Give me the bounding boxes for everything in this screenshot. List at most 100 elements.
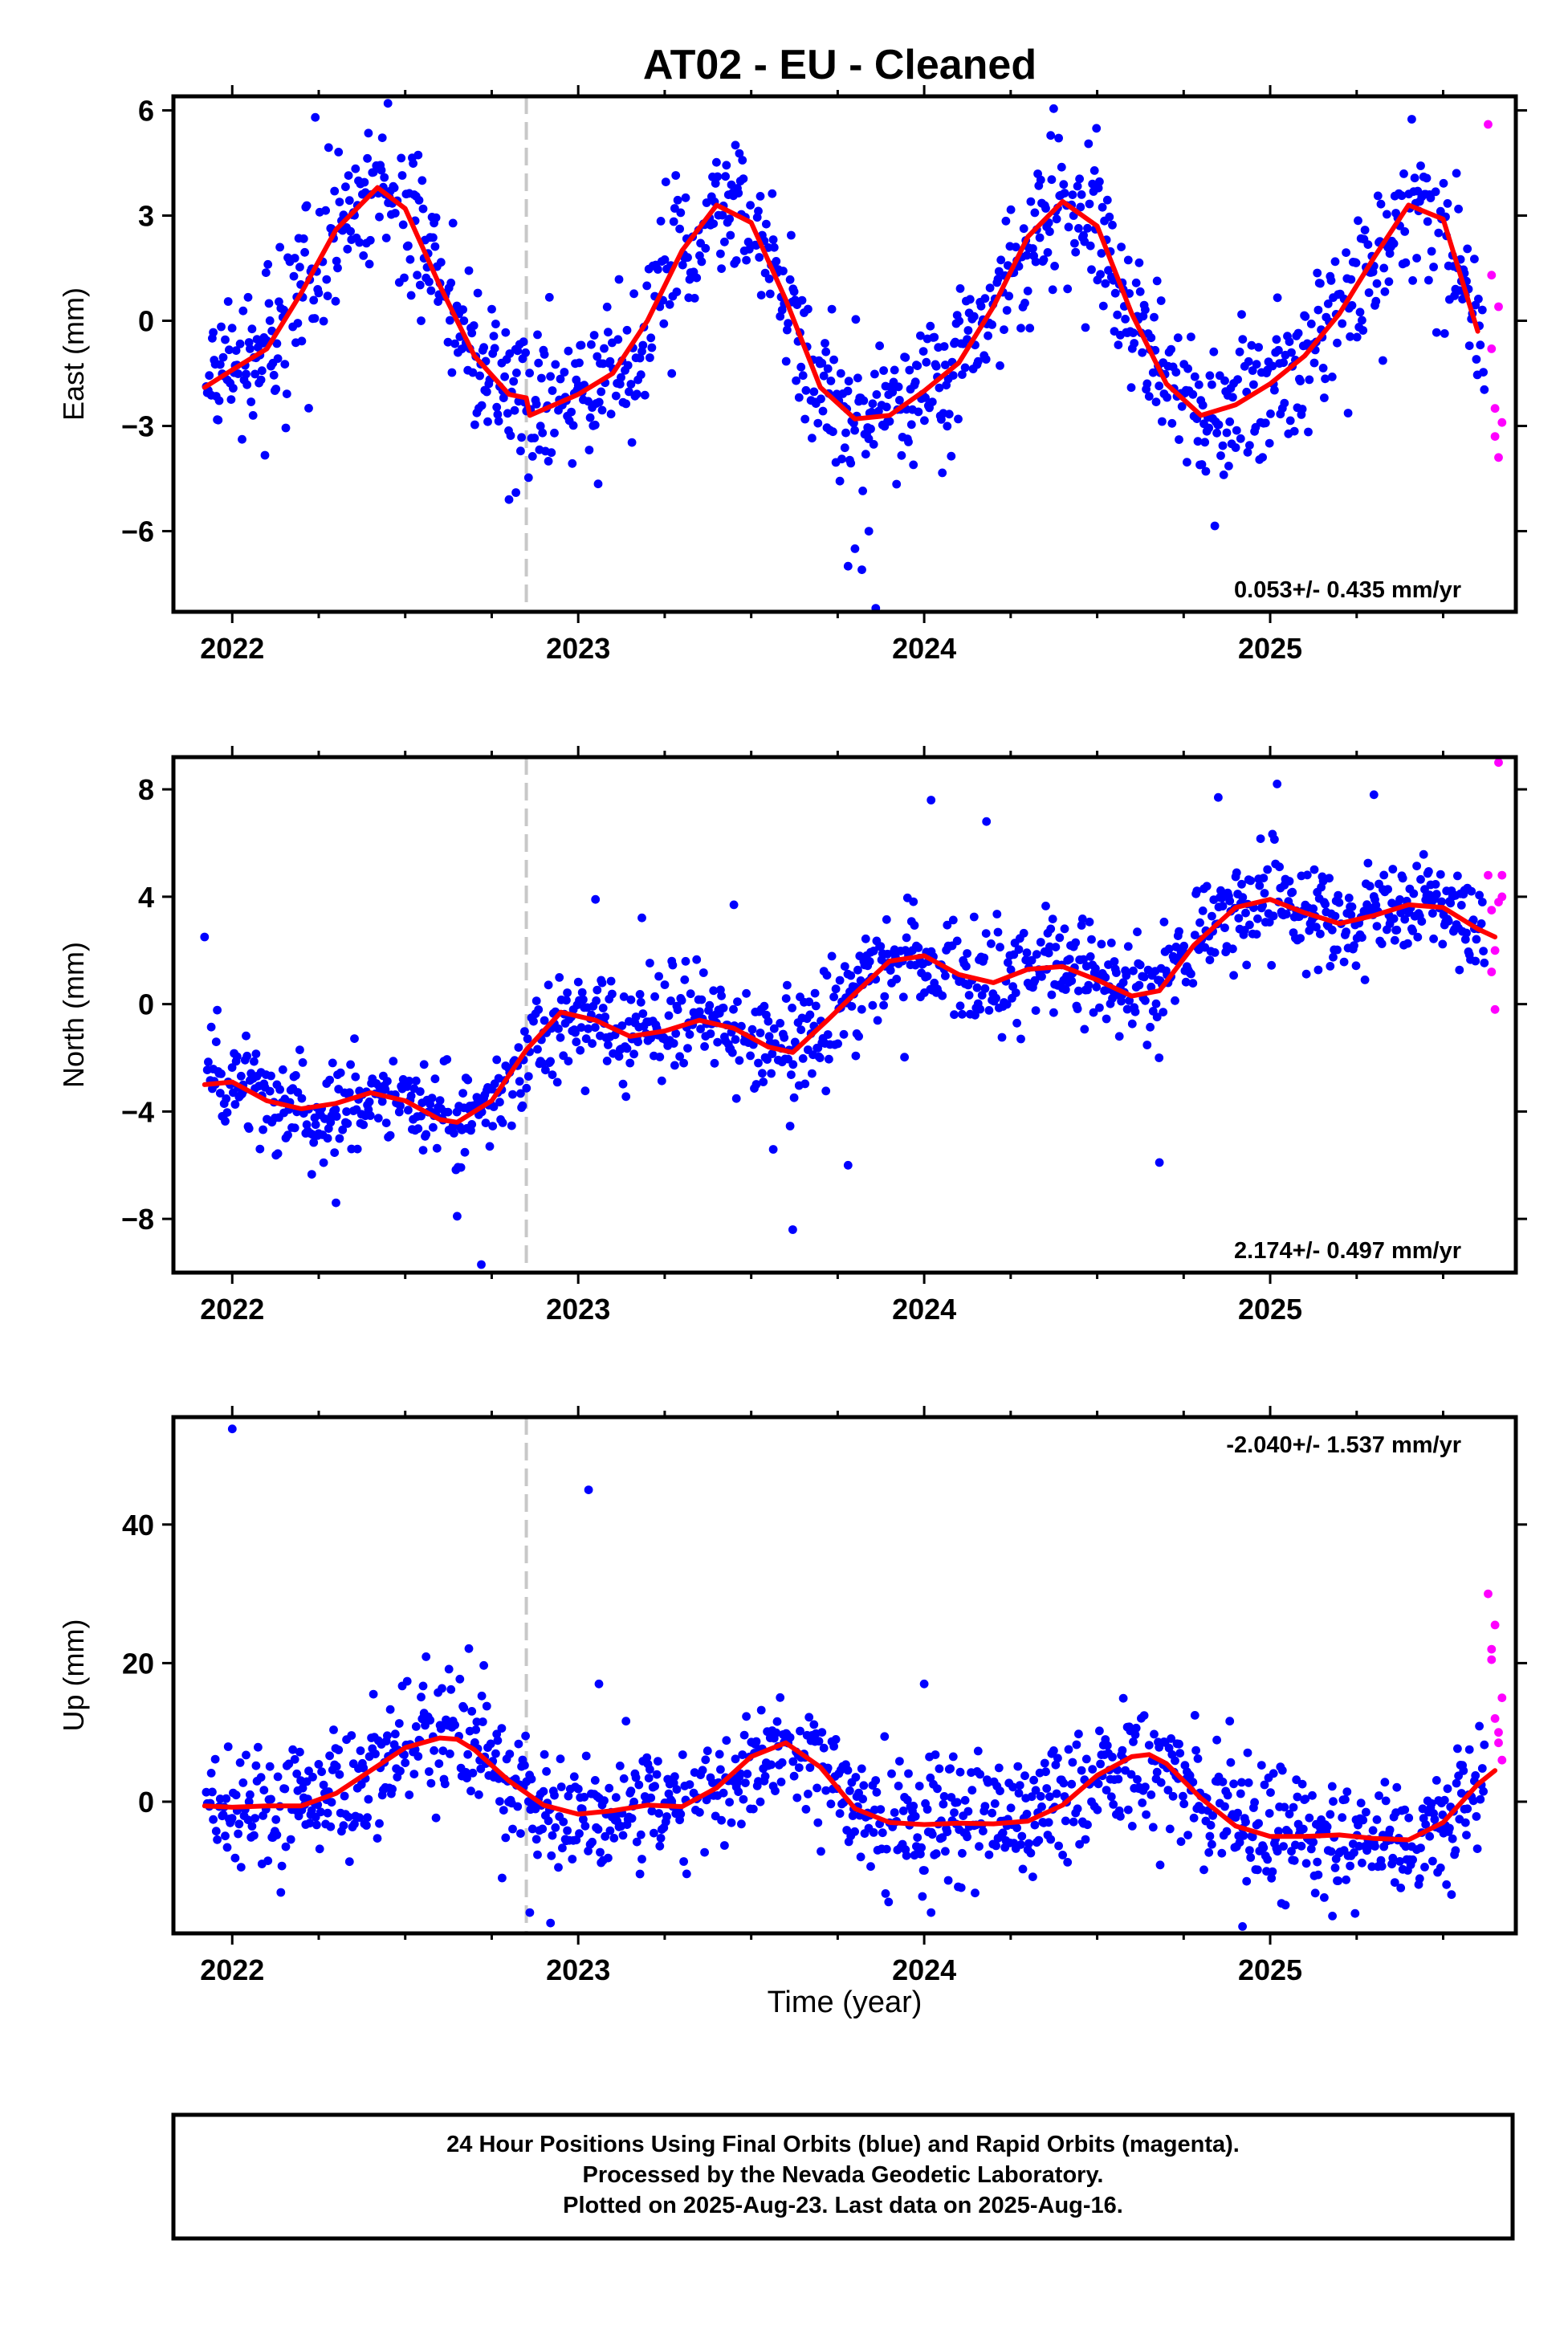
data-point [602, 302, 612, 312]
data-point [1015, 1781, 1024, 1790]
data-point [1085, 241, 1095, 251]
data-point [1231, 443, 1240, 452]
data-point [1035, 233, 1045, 242]
data-point [1333, 338, 1342, 348]
data-point [955, 1001, 965, 1011]
data-point [1187, 332, 1195, 341]
data-point [1159, 917, 1169, 927]
data-point [511, 488, 520, 497]
data-point [405, 1077, 414, 1086]
rapid-orbit-point [1497, 418, 1507, 427]
data-point [1016, 1034, 1025, 1044]
data-point [817, 1728, 827, 1737]
data-point [833, 1039, 842, 1049]
data-point [1287, 348, 1296, 357]
data-point [375, 212, 384, 222]
data-point [1390, 935, 1399, 945]
data-point [955, 284, 965, 293]
y-tick-label: 20 [122, 1647, 154, 1680]
data-point [584, 1847, 593, 1855]
data-point [1106, 939, 1116, 947]
data-point [1046, 131, 1056, 141]
data-point [501, 1833, 511, 1843]
data-point [298, 1058, 307, 1067]
data-point [622, 1044, 632, 1053]
data-point [827, 951, 837, 961]
data-point [768, 189, 777, 198]
data-point [1468, 915, 1478, 925]
data-point [222, 1094, 231, 1103]
data-point [594, 397, 604, 407]
model-fit-line [202, 185, 1480, 422]
data-point [1073, 1804, 1082, 1814]
data-point [719, 1788, 728, 1798]
rapid-orbit-point [1487, 271, 1497, 280]
data-point [334, 148, 344, 157]
data-point [211, 1827, 221, 1836]
data-point [230, 1100, 240, 1109]
data-point [1112, 968, 1121, 977]
data-point [332, 1762, 341, 1771]
data-point [261, 268, 271, 277]
data-point [508, 1824, 517, 1834]
data-point [866, 1862, 875, 1872]
data-point [1235, 1838, 1244, 1847]
data-point [748, 1804, 758, 1814]
data-point [992, 910, 1002, 919]
data-point [246, 397, 256, 406]
data-point [359, 1763, 369, 1773]
data-point [695, 1007, 704, 1016]
data-point [514, 1043, 523, 1052]
data-point [685, 1780, 694, 1790]
data-point [1455, 286, 1464, 295]
data-point [1068, 1758, 1077, 1767]
data-point [756, 291, 766, 299]
data-point [546, 372, 555, 381]
data-point [1477, 898, 1487, 906]
data-point [1087, 935, 1096, 944]
data-point [783, 325, 792, 335]
data-point [943, 1827, 952, 1837]
data-point [267, 1794, 275, 1804]
data-point [293, 319, 303, 328]
data-point [1133, 927, 1142, 937]
data-point [796, 362, 806, 372]
data-point [935, 383, 944, 393]
data-point [275, 1085, 284, 1094]
data-point [626, 1786, 636, 1796]
data-point [611, 391, 621, 401]
data-point [491, 320, 500, 328]
data-point [497, 1724, 507, 1733]
data-point [627, 438, 637, 447]
data-point [551, 1823, 560, 1832]
data-point [1198, 401, 1208, 410]
data-point [837, 454, 846, 464]
data-point [265, 1762, 275, 1771]
data-point [1243, 1748, 1252, 1758]
data-point [260, 450, 270, 460]
data-point [218, 352, 228, 362]
data-point [759, 1077, 768, 1086]
data-point [295, 263, 304, 272]
data-point [593, 1825, 603, 1834]
data-point [295, 1045, 304, 1054]
data-point [1289, 426, 1299, 436]
data-point [1476, 1794, 1485, 1804]
data-point [1320, 393, 1329, 402]
data-point [646, 959, 654, 967]
data-point [222, 1794, 231, 1803]
data-point [564, 346, 573, 356]
data-point [1073, 1004, 1082, 1013]
data-point [1114, 340, 1123, 349]
data-point [359, 251, 369, 260]
data-point [637, 913, 646, 923]
data-point [1175, 1749, 1185, 1758]
data-point [438, 1746, 448, 1756]
data-point [1371, 296, 1381, 306]
data-point [234, 1819, 244, 1829]
data-point [1424, 275, 1433, 285]
data-point [751, 1737, 761, 1746]
data-point [375, 1819, 384, 1828]
data-point [200, 932, 210, 942]
data-point [1254, 1819, 1263, 1828]
